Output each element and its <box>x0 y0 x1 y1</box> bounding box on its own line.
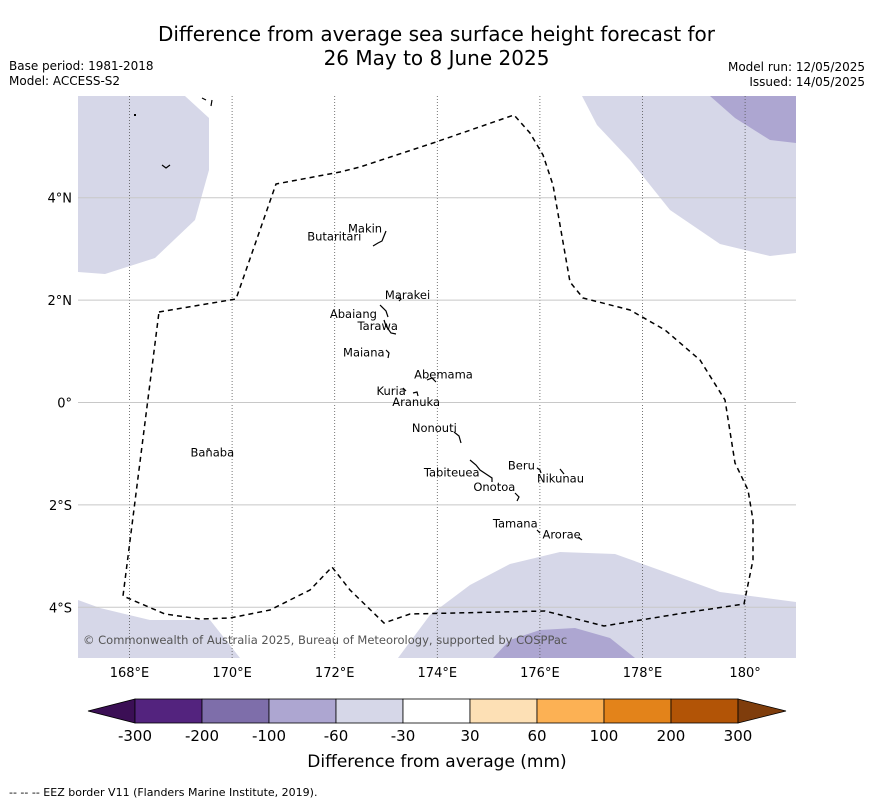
lat-tick-label-3: 2°S <box>49 499 72 514</box>
coastline-tarawa <box>383 319 397 335</box>
coastline-nonouti <box>453 431 462 444</box>
anomaly-region-northwest <box>78 96 209 274</box>
colorbar-segment-1 <box>201 698 270 724</box>
colorbar-tick-9: 300 <box>724 727 753 745</box>
title-line-2: 26 May to 8 June 2025 <box>323 46 550 70</box>
colorbar-tick-7: 100 <box>590 727 619 745</box>
lat-tick-label-2: 0° <box>57 397 72 412</box>
anomaly-region-northeast <box>582 96 796 256</box>
lon-tick-label-5: 178°E <box>623 666 663 681</box>
colorbar-tick-labels: -300 -200 -100 -60 -30 30 60 100 200 300 <box>118 727 752 745</box>
island-label-nonouti: Nonouti <box>412 421 457 435</box>
lon-tick-label-1: 170°E <box>212 666 252 681</box>
anomaly-region-south-strong <box>493 628 635 658</box>
colorbar-tick-5: 30 <box>460 727 479 745</box>
coastlines <box>134 97 583 541</box>
title-line-1: Difference from average sea surface heig… <box>157 22 716 46</box>
island-label-tarawa: Tarawa <box>357 319 398 333</box>
colorbar-extend-high <box>737 698 787 724</box>
colorbar-tick-1: -200 <box>185 727 219 745</box>
colorbar-tick-6: 60 <box>527 727 546 745</box>
colorbar-tick-0: -300 <box>118 727 152 745</box>
coastline-butaritari <box>372 230 387 247</box>
colorbar-segment-4 <box>402 698 471 724</box>
model-run-date: Model run: 12/05/2025 <box>727 60 865 74</box>
model-name: Model: ACCESS-S2 <box>9 74 121 88</box>
coastline-dot-islet <box>134 114 136 116</box>
anomaly-shading <box>78 96 796 658</box>
coastline-abemama <box>426 377 437 383</box>
lon-tick-label-0: 168°E <box>110 666 150 681</box>
anomaly-region-northeast-strong <box>710 96 796 143</box>
gridlines <box>78 96 796 658</box>
coastline-nikunau <box>559 468 565 475</box>
coastline-abaiang <box>379 304 389 318</box>
coastline-arorae <box>577 536 583 541</box>
colorbar-segment-8 <box>670 698 739 724</box>
map-copyright: © Commonwealth of Australia 2025, Bureau… <box>83 633 567 647</box>
island-label-makin: Makin <box>348 222 382 236</box>
issued-date: Issued: 14/05/2025 <box>749 75 865 89</box>
island-label-arorae: Arorae <box>542 528 580 542</box>
lat-tick-label-0: 4°N <box>48 192 73 207</box>
meta-right: Model run: 12/05/2025 Issued: 14/05/2025 <box>728 60 865 90</box>
island-label-onotoa: Onotoa <box>473 480 515 494</box>
lon-tick-label-6: 180° <box>729 666 760 681</box>
colorbar-extend-low <box>87 698 136 724</box>
colorbar-segment-6 <box>536 698 605 724</box>
colorbar-segment-7 <box>603 698 672 724</box>
colorbar-tick-4: -30 <box>391 727 416 745</box>
lat-tick-label-4: 4°S <box>49 601 72 616</box>
island-label-maiana: Maiana <box>343 345 385 359</box>
base-period: Base period: 1981-2018 <box>9 59 154 73</box>
island-label-butaritari: Butaritari <box>307 229 361 243</box>
colorbar-segment-0 <box>134 698 203 724</box>
colorbar-tick-2: -100 <box>252 727 286 745</box>
coastline-beru <box>536 467 542 474</box>
meta-left: Base period: 1981-2018 Model: ACCESS-S2 <box>9 59 154 89</box>
colorbar-tick-8: 200 <box>657 727 686 745</box>
anomaly-region-southwest <box>78 600 240 658</box>
lon-tick-label-3: 174°E <box>418 666 458 681</box>
coastline-maiana <box>385 349 390 359</box>
colorbar-segment-3 <box>335 698 404 724</box>
axis-tick-labels: 168°E 170°E 172°E 174°E 176°E 178°E 180° 4°N 2°N… <box>48 192 761 681</box>
island-label-marakei: Marakei <box>385 288 430 302</box>
anomaly-region-south <box>398 552 796 658</box>
colorbar-label: Difference from average (mm) <box>307 752 566 772</box>
coastline-kuria <box>402 387 407 392</box>
island-label-banaba: Banaba <box>191 446 235 460</box>
eez-footnote: -- -- -- EEZ border V11 (Flanders Marine… <box>9 786 318 799</box>
colorbar-tick-3: -60 <box>324 727 349 745</box>
lon-tick-label-4: 176°E <box>520 666 560 681</box>
island-label-tabiteuea: Tabiteuea <box>423 466 480 480</box>
island-label-aranuka: Aranuka <box>392 395 440 409</box>
coastline-northwest-islet <box>161 164 171 169</box>
island-label-nikunau: Nikunau <box>537 472 584 486</box>
island-label-beru: Beru <box>508 459 535 473</box>
coastline-aranuka <box>412 391 419 397</box>
island-label-abemama: Abemama <box>414 367 473 381</box>
map-title: Difference from average sea surface heig… <box>0 22 873 70</box>
island-label-kuria: Kuria <box>377 384 406 398</box>
coastline-north-islet <box>201 97 213 107</box>
island-label-abaiang: Abaiang <box>330 307 377 321</box>
coastline-onotoa <box>514 492 520 502</box>
coastline-tamana <box>536 529 541 534</box>
colorbar-segment-2 <box>268 698 337 724</box>
colorbar: -300 -200 -100 -60 -30 30 60 100 200 300 Differen… <box>87 698 787 772</box>
island-label-tamana: Tamana <box>492 517 538 531</box>
coastline-tabiteuea <box>469 459 493 482</box>
colorbar-boxes <box>87 698 787 724</box>
lat-tick-label-1: 2°N <box>48 294 73 309</box>
colorbar-segment-5 <box>469 698 538 724</box>
coastline-marakei <box>397 296 402 302</box>
lon-tick-label-2: 172°E <box>315 666 355 681</box>
